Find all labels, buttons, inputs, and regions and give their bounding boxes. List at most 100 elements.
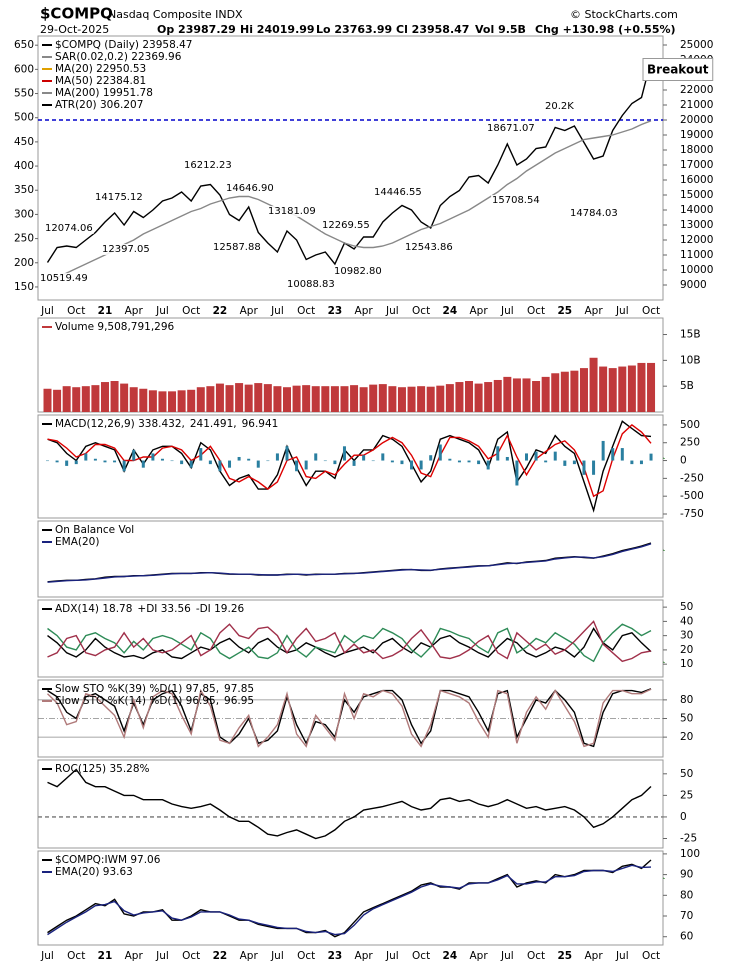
line bbox=[47, 768, 652, 840]
legend-label: MA(200) 19951.78 bbox=[55, 87, 153, 99]
line bbox=[47, 620, 652, 663]
bar bbox=[206, 386, 215, 412]
x-tick-label: Jul bbox=[155, 305, 169, 317]
bar bbox=[474, 383, 483, 412]
y-tick-label: 22000 bbox=[680, 84, 713, 96]
bar bbox=[438, 444, 442, 461]
bar bbox=[369, 384, 378, 412]
bar bbox=[637, 362, 646, 412]
bar bbox=[43, 388, 52, 412]
bar bbox=[141, 460, 145, 468]
price-annotation: 14646.90 bbox=[226, 183, 274, 194]
bar bbox=[647, 362, 656, 412]
y2-tick-label: 400 bbox=[14, 160, 34, 172]
y-tick-label: 70 bbox=[680, 910, 693, 922]
bar bbox=[53, 389, 62, 412]
legend-label: EMA(20) 93.63 bbox=[55, 866, 133, 878]
price-annotation: 14784.03 bbox=[570, 208, 618, 219]
bar bbox=[170, 460, 174, 462]
legend-label: 96.941 bbox=[242, 418, 279, 430]
y-tick-label: 21000 bbox=[680, 99, 713, 111]
y-tick-label: 0 bbox=[680, 811, 687, 823]
y-tick-label: 11000 bbox=[680, 249, 713, 261]
x-tick-label: Oct bbox=[182, 950, 200, 962]
price-annotation: 14175.12 bbox=[95, 192, 143, 203]
y2-tick-label: 450 bbox=[14, 136, 34, 148]
legend-label: ROC(125) 35.28% bbox=[55, 763, 150, 775]
bar bbox=[46, 460, 49, 462]
bar bbox=[132, 449, 136, 461]
bar bbox=[417, 386, 426, 412]
price-annotation: 20.2K bbox=[545, 101, 574, 112]
annotation-bg bbox=[544, 101, 576, 112]
bar bbox=[381, 453, 385, 461]
y-tick-label: 10 bbox=[680, 658, 693, 670]
y-tick-label: 20000 bbox=[680, 114, 713, 126]
legend-label: ATR(20) 306.207 bbox=[55, 99, 143, 111]
x-tick-label: Oct bbox=[67, 305, 85, 317]
legend-label: On Balance Vol bbox=[55, 524, 134, 536]
x-tick-label: Oct bbox=[182, 305, 200, 317]
bar bbox=[390, 460, 394, 463]
y-tick-label: 13000 bbox=[680, 219, 713, 231]
bar bbox=[589, 357, 598, 412]
bar bbox=[122, 460, 126, 472]
y-tick-label: 50 bbox=[680, 713, 693, 725]
price-annotation: 15708.54 bbox=[492, 195, 540, 206]
x-tick-label: Jul bbox=[500, 950, 514, 962]
bar bbox=[512, 378, 521, 412]
line bbox=[47, 423, 652, 498]
bar bbox=[168, 391, 177, 412]
x-tick-label: Oct bbox=[527, 950, 545, 962]
y-tick-label: 30 bbox=[680, 630, 693, 642]
bar bbox=[129, 387, 138, 412]
bar bbox=[570, 370, 579, 412]
symbol: $COMPQ bbox=[40, 5, 113, 23]
y-tick-label: 15000 bbox=[680, 189, 713, 201]
bar bbox=[515, 460, 519, 486]
line bbox=[47, 543, 652, 583]
y2-tick-label: 250 bbox=[14, 233, 34, 245]
bar bbox=[208, 460, 212, 465]
y-tick-label: 80 bbox=[680, 889, 693, 901]
bar bbox=[407, 386, 416, 412]
y-tick-label: 50 bbox=[680, 601, 693, 613]
price-annotation: 13181.09 bbox=[268, 206, 316, 217]
bar bbox=[285, 446, 289, 461]
bar bbox=[534, 451, 538, 461]
bar bbox=[627, 365, 636, 412]
y2-tick-label: 500 bbox=[14, 112, 34, 124]
bar bbox=[228, 460, 232, 468]
y-tick-label: 60 bbox=[680, 931, 693, 943]
panel-frame bbox=[37, 599, 664, 678]
y-tick-label: 90 bbox=[680, 869, 693, 881]
annotation-bg bbox=[569, 208, 619, 219]
bar bbox=[189, 460, 193, 468]
x-tick-label: 21 bbox=[98, 305, 113, 317]
y-tick-label: 100 bbox=[680, 848, 700, 860]
x-tick-label: Oct bbox=[412, 950, 430, 962]
bar bbox=[503, 376, 512, 412]
bar bbox=[263, 384, 272, 412]
bar bbox=[244, 384, 253, 412]
header-stat: Lo 23763.99 bbox=[316, 23, 392, 36]
x-tick-label: Jul bbox=[615, 305, 629, 317]
x-tick-label: Apr bbox=[125, 305, 144, 317]
bar bbox=[601, 440, 605, 461]
y-tick-label: 50 bbox=[680, 768, 693, 780]
bar bbox=[311, 386, 320, 412]
legend-label: ADX(14) 18.78 bbox=[55, 603, 132, 615]
price-annotation: 18671.07 bbox=[487, 123, 535, 134]
bar bbox=[103, 460, 107, 463]
bar bbox=[120, 383, 129, 412]
bar bbox=[532, 381, 541, 412]
bar bbox=[620, 448, 624, 461]
bar bbox=[148, 390, 157, 412]
legend-label: Slow STO %K(39) %D(1) 97.85, bbox=[55, 683, 219, 695]
bar bbox=[457, 460, 461, 463]
bar bbox=[410, 460, 414, 470]
bar bbox=[151, 453, 155, 461]
bar bbox=[505, 456, 509, 461]
bar bbox=[93, 458, 97, 461]
bar bbox=[371, 460, 375, 462]
